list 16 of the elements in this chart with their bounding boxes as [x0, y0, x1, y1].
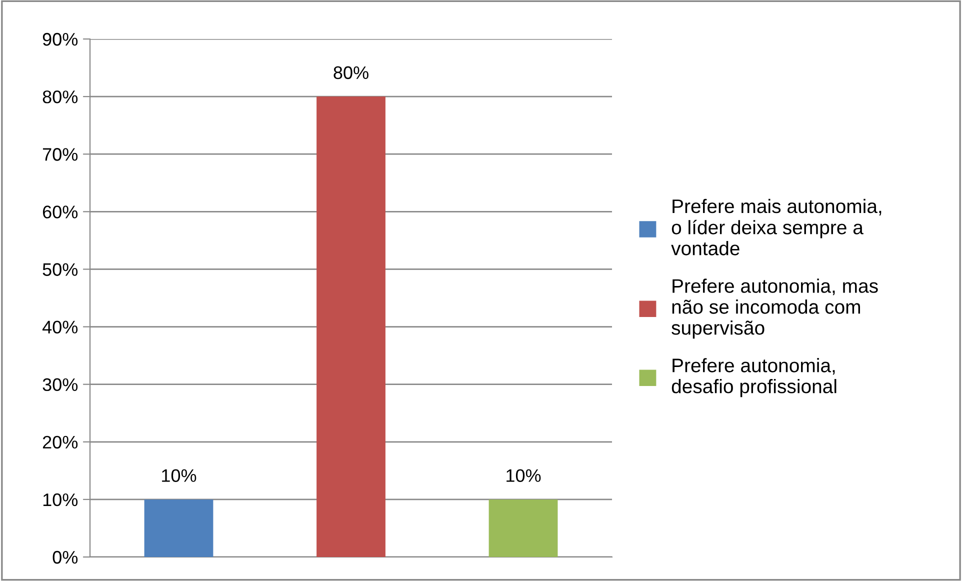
legend-label: Prefere autonomia, desafio profissional — [672, 358, 836, 398]
y-tick-label: 60% — [42, 206, 78, 218]
data-label: 80% — [334, 66, 368, 80]
data-label: 10% — [162, 469, 196, 482]
legend-label: Prefere autonomia, mas não se incomoda com supervisão — [672, 278, 878, 339]
y-tick-label: 0% — [52, 550, 78, 564]
y-tick-label: 10% — [43, 493, 78, 506]
y-tick-label: 80% — [42, 90, 78, 104]
data-label: 10% — [506, 469, 541, 482]
y-tick-label: 70% — [42, 148, 78, 161]
legend-label: Prefere mais autonomia, o líder deixa sempre a vontade — [671, 198, 882, 256]
y-tick-label: 40% — [42, 320, 78, 334]
y-tick-label: 50% — [42, 263, 78, 276]
y-tick-label: 20% — [42, 436, 78, 449]
y-tick-label: 30% — [42, 378, 78, 392]
y-tick-label: 90% — [42, 32, 78, 46]
